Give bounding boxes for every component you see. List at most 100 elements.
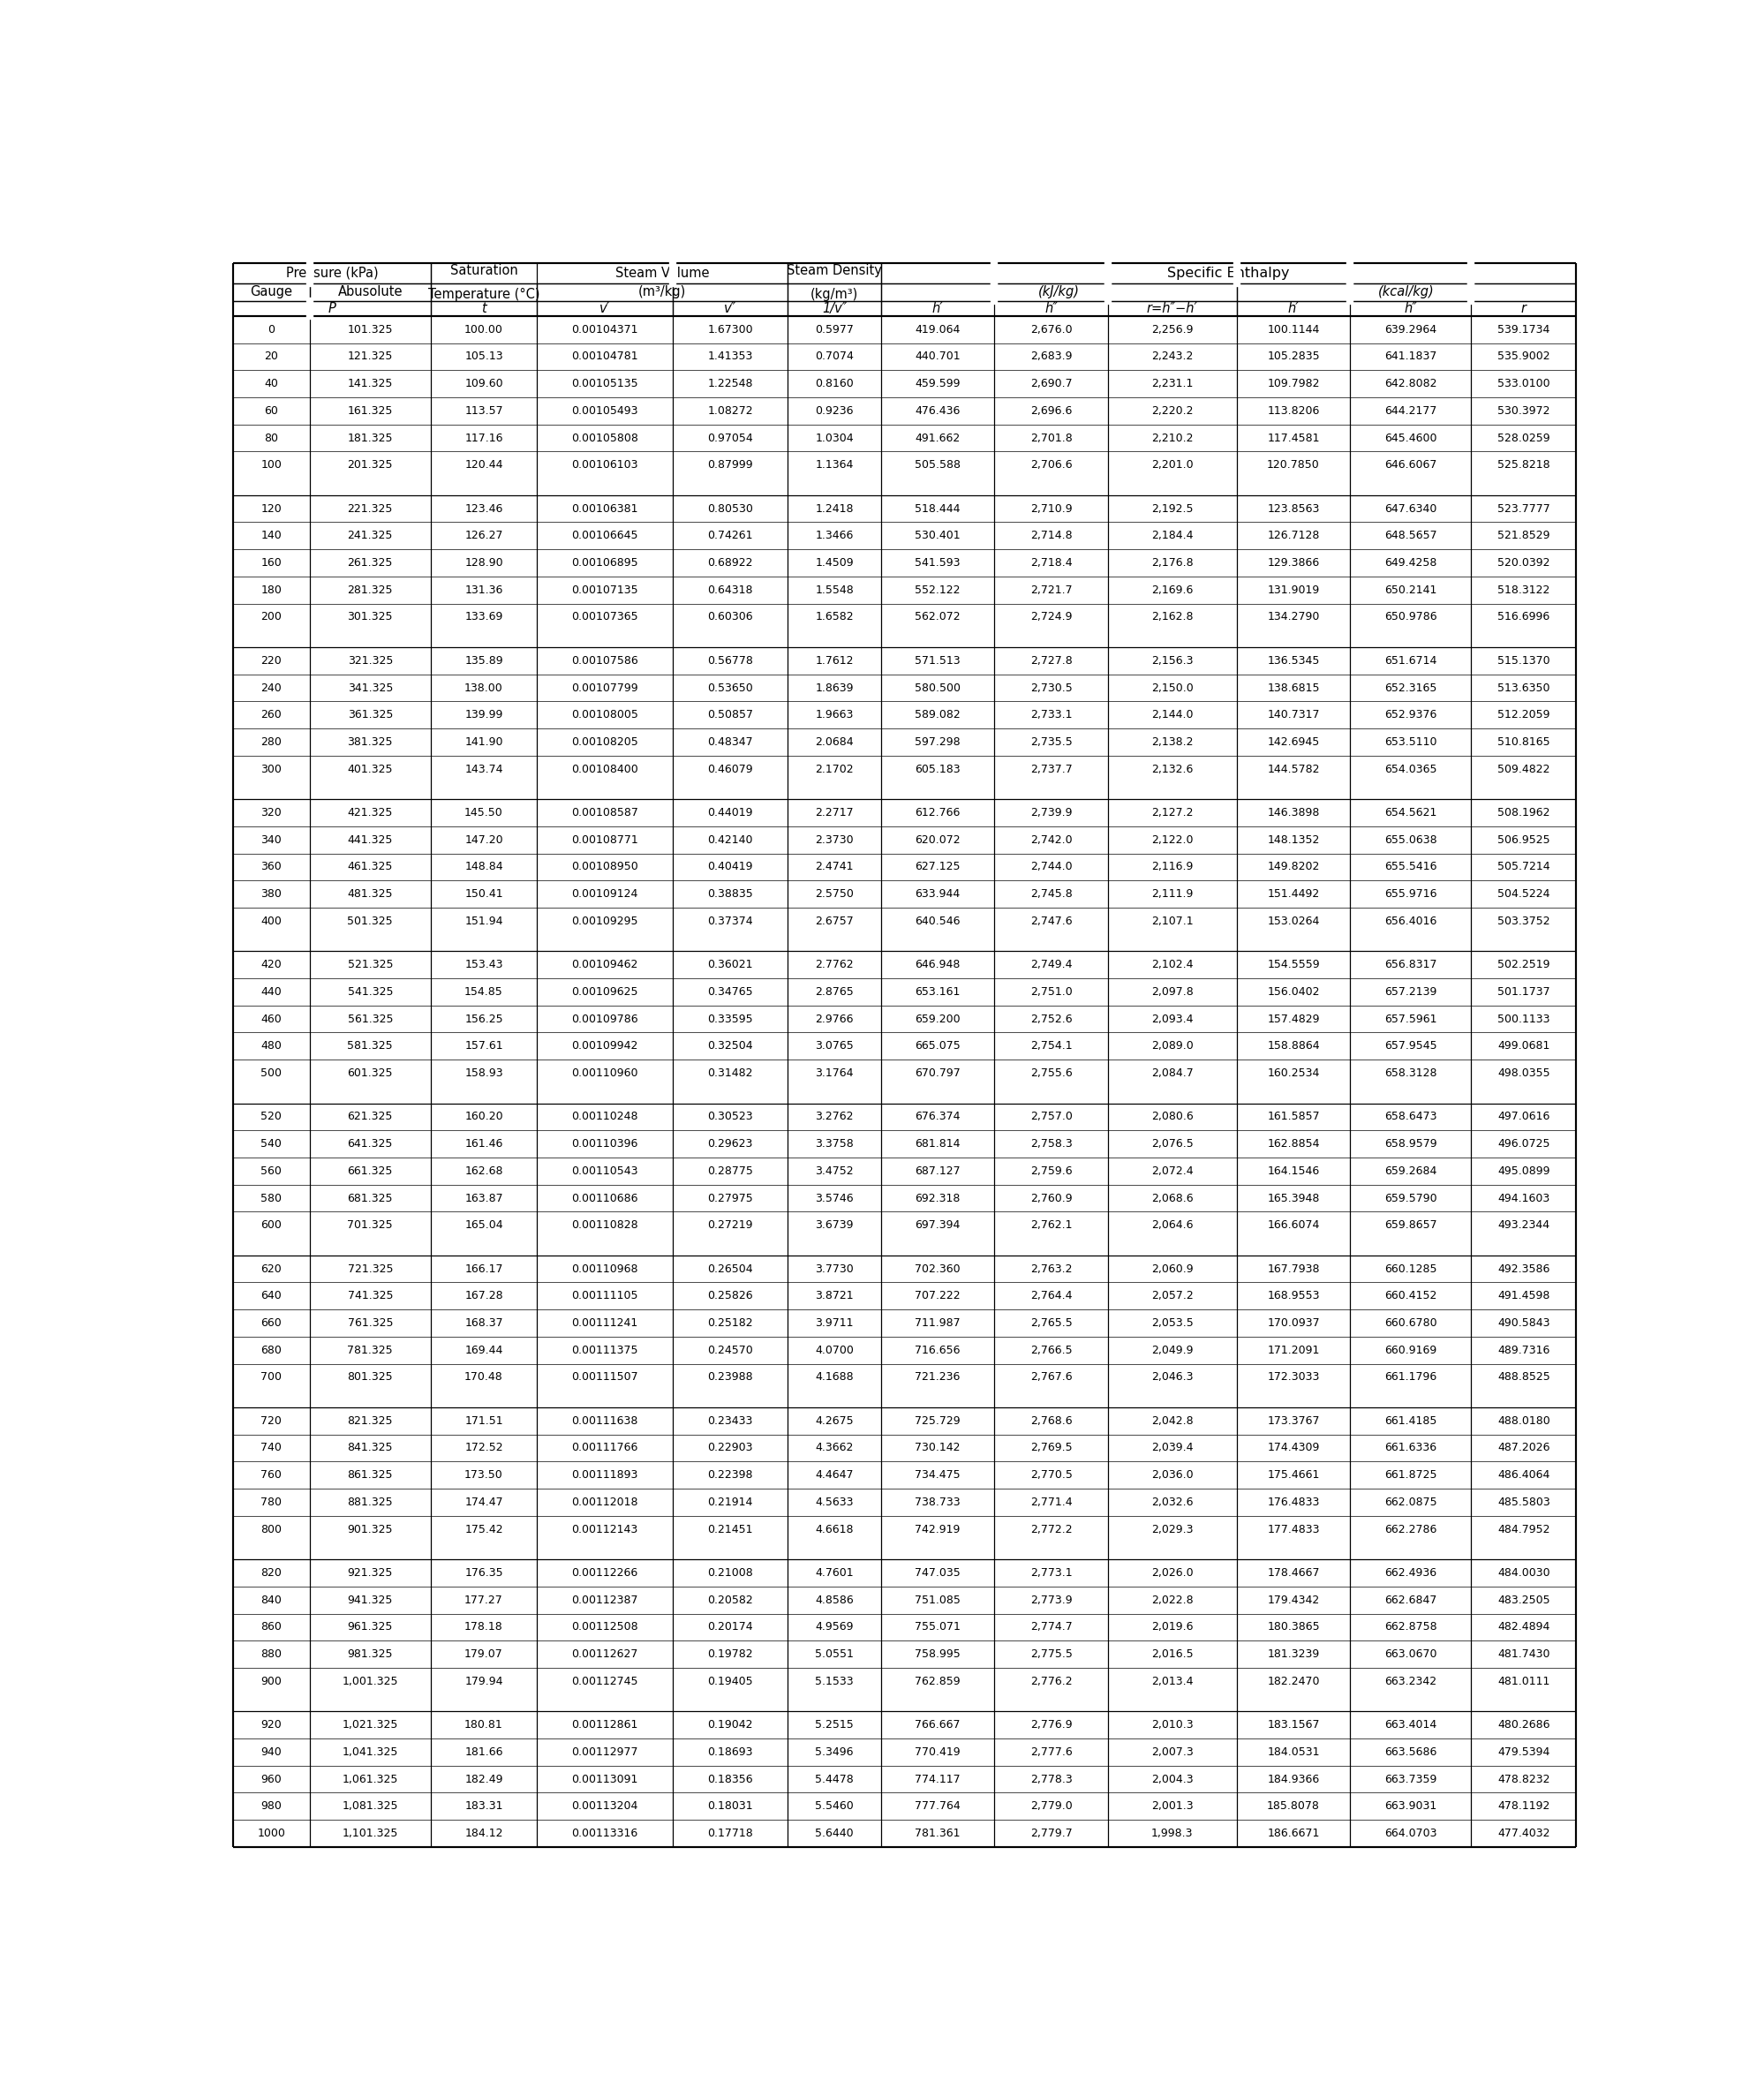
- Text: 561.325: 561.325: [348, 1013, 393, 1026]
- Text: 552.122: 552.122: [914, 585, 960, 595]
- Text: 0.00108205: 0.00108205: [572, 735, 639, 748]
- Text: 0.00111893: 0.00111893: [572, 1469, 639, 1481]
- Text: 2,053.5: 2,053.5: [1150, 1318, 1192, 1329]
- Text: 660: 660: [261, 1318, 282, 1329]
- Text: 525.8218: 525.8218: [1496, 460, 1549, 470]
- Text: 2,762.1: 2,762.1: [1030, 1220, 1073, 1230]
- Text: 123.8563: 123.8563: [1267, 503, 1319, 514]
- Text: 801.325: 801.325: [348, 1372, 393, 1383]
- Text: 663.9031: 663.9031: [1385, 1801, 1436, 1811]
- Text: 880: 880: [261, 1648, 282, 1661]
- Text: 661.325: 661.325: [348, 1166, 393, 1176]
- Text: 2,779.7: 2,779.7: [1030, 1828, 1073, 1838]
- Text: 261.325: 261.325: [348, 558, 393, 568]
- Text: 0.00112387: 0.00112387: [572, 1594, 639, 1606]
- Text: Steam Density: Steam Density: [787, 263, 882, 278]
- Text: 320: 320: [261, 806, 282, 819]
- Text: 0.00111375: 0.00111375: [572, 1345, 639, 1356]
- Text: 150.41: 150.41: [464, 888, 503, 900]
- Text: 0.23433: 0.23433: [707, 1414, 753, 1427]
- Text: 0.22398: 0.22398: [707, 1469, 753, 1481]
- Text: 2,701.8: 2,701.8: [1030, 432, 1073, 443]
- Text: 0.27219: 0.27219: [707, 1220, 753, 1230]
- Text: 2,201.0: 2,201.0: [1150, 460, 1192, 470]
- Text: 2,760.9: 2,760.9: [1030, 1193, 1073, 1203]
- Text: 0.5977: 0.5977: [815, 324, 854, 334]
- Text: 321.325: 321.325: [348, 656, 393, 666]
- Text: 167.7938: 167.7938: [1267, 1264, 1319, 1274]
- Text: 2,046.3: 2,046.3: [1150, 1372, 1192, 1383]
- Text: 2,016.5: 2,016.5: [1150, 1648, 1192, 1661]
- Text: 661.4185: 661.4185: [1385, 1414, 1436, 1427]
- Text: 670.797: 670.797: [914, 1067, 960, 1080]
- Text: 461.325: 461.325: [348, 861, 393, 873]
- Text: 657.5961: 657.5961: [1383, 1013, 1436, 1026]
- Text: 164.1546: 164.1546: [1267, 1166, 1319, 1176]
- Text: 1,081.325: 1,081.325: [342, 1801, 399, 1811]
- Text: 135.89: 135.89: [464, 656, 503, 666]
- Text: 518.3122: 518.3122: [1496, 585, 1549, 595]
- Text: 650.9786: 650.9786: [1383, 612, 1436, 623]
- Text: 921.325: 921.325: [348, 1567, 393, 1579]
- Text: 0.00113204: 0.00113204: [572, 1801, 639, 1811]
- Text: 175.4661: 175.4661: [1267, 1469, 1319, 1481]
- Text: 156.25: 156.25: [464, 1013, 503, 1026]
- Text: 0.19405: 0.19405: [707, 1675, 753, 1688]
- Text: 800: 800: [261, 1523, 282, 1535]
- Text: 160.2534: 160.2534: [1267, 1067, 1319, 1080]
- Text: 0.22903: 0.22903: [707, 1441, 753, 1454]
- Text: 2,097.8: 2,097.8: [1150, 986, 1192, 999]
- Text: 161.46: 161.46: [464, 1139, 503, 1149]
- Text: 656.8317: 656.8317: [1383, 959, 1436, 971]
- Text: 647.6340: 647.6340: [1385, 503, 1436, 514]
- Text: 145.50: 145.50: [464, 806, 503, 819]
- Text: 0.50857: 0.50857: [707, 708, 753, 721]
- Text: 0.00106645: 0.00106645: [572, 531, 639, 541]
- Text: 2,169.6: 2,169.6: [1150, 585, 1192, 595]
- Text: 653.161: 653.161: [914, 986, 960, 999]
- Text: 2,007.3: 2,007.3: [1150, 1746, 1192, 1757]
- Text: 650.2141: 650.2141: [1385, 585, 1436, 595]
- Text: 502.2519: 502.2519: [1496, 959, 1549, 971]
- Text: 0.42140: 0.42140: [707, 834, 753, 846]
- Text: 166.17: 166.17: [464, 1264, 503, 1274]
- Text: 2,749.4: 2,749.4: [1030, 959, 1073, 971]
- Text: 0.00107135: 0.00107135: [572, 585, 639, 595]
- Text: 301.325: 301.325: [348, 612, 393, 623]
- Text: 0.00111105: 0.00111105: [572, 1291, 639, 1301]
- Text: 711.987: 711.987: [914, 1318, 960, 1329]
- Text: 180.81: 180.81: [464, 1719, 503, 1730]
- Text: 1.08272: 1.08272: [707, 405, 753, 416]
- Text: 496.0725: 496.0725: [1496, 1139, 1549, 1149]
- Text: 2.9766: 2.9766: [815, 1013, 854, 1026]
- Text: 2,718.4: 2,718.4: [1030, 558, 1073, 568]
- Text: 860: 860: [261, 1621, 282, 1634]
- Text: 0.00105493: 0.00105493: [572, 405, 639, 416]
- Text: 605.183: 605.183: [914, 762, 960, 775]
- Text: 646.6067: 646.6067: [1385, 460, 1436, 470]
- Text: 160: 160: [261, 558, 282, 568]
- Text: 0.00112266: 0.00112266: [572, 1567, 639, 1579]
- Text: 4.2675: 4.2675: [815, 1414, 854, 1427]
- Text: 516.6996: 516.6996: [1498, 612, 1549, 623]
- Text: 178.4667: 178.4667: [1267, 1567, 1319, 1579]
- Text: 162.8854: 162.8854: [1267, 1139, 1319, 1149]
- Text: 0.00110960: 0.00110960: [572, 1067, 639, 1080]
- Text: 491.4598: 491.4598: [1496, 1291, 1549, 1301]
- Text: 2,068.6: 2,068.6: [1150, 1193, 1192, 1203]
- Text: 657.9545: 657.9545: [1383, 1040, 1436, 1053]
- Text: 0.26504: 0.26504: [707, 1264, 753, 1274]
- Text: 485.5803: 485.5803: [1496, 1496, 1549, 1508]
- Text: 2,745.8: 2,745.8: [1030, 888, 1073, 900]
- Text: 658.9579: 658.9579: [1383, 1139, 1436, 1149]
- Text: 533.0100: 533.0100: [1496, 378, 1549, 389]
- Text: 3.8721: 3.8721: [815, 1291, 854, 1301]
- Text: 1.7612: 1.7612: [815, 656, 854, 666]
- Text: 481.325: 481.325: [348, 888, 393, 900]
- Text: Specific Enthalpy: Specific Enthalpy: [1166, 267, 1289, 280]
- Text: 2,696.6: 2,696.6: [1030, 405, 1073, 416]
- Text: 486.4064: 486.4064: [1496, 1469, 1549, 1481]
- Text: 2,773.9: 2,773.9: [1030, 1594, 1073, 1606]
- Text: 176.4833: 176.4833: [1267, 1496, 1319, 1508]
- Text: 720: 720: [261, 1414, 282, 1427]
